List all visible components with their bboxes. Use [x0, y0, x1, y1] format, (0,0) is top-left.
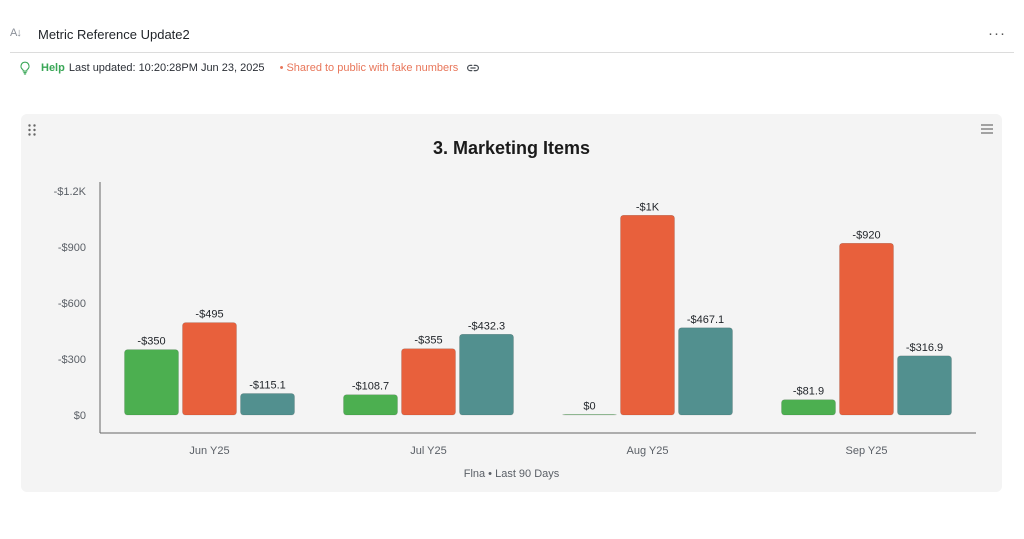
bar	[182, 322, 237, 416]
x-tick-label: Jul Y25	[410, 445, 447, 457]
x-tick-label: Jun Y25	[189, 445, 229, 457]
last-updated-text: Last updated: 10:20:28PM Jun 23, 2025	[68, 62, 265, 74]
bar	[240, 393, 295, 416]
data-label: -$920	[852, 229, 880, 241]
bar	[781, 399, 836, 416]
chart-menu-icon[interactable]	[980, 123, 994, 135]
data-label: -$355	[414, 335, 442, 347]
bar	[839, 242, 894, 416]
y-tick-label: -$300	[58, 354, 86, 366]
data-label: -$316.9	[906, 342, 943, 354]
data-label: -$350	[137, 336, 165, 348]
data-label: -$108.7	[352, 381, 389, 393]
data-label: -$81.9	[793, 386, 824, 398]
data-label: -$495	[195, 309, 223, 321]
x-tick-label: Sep Y25	[845, 445, 887, 457]
shared-notice: • Shared to public with fake numbers	[279, 62, 459, 74]
bar	[124, 349, 179, 416]
bar	[401, 348, 456, 416]
bar	[620, 214, 675, 416]
bar-chart: $0 -$300 -$600 -$900 -$1.2K Jun Y25 -$350 -$495…	[54, 182, 976, 457]
data-label: -$1K	[636, 201, 660, 213]
help-link[interactable]: Help	[41, 62, 65, 74]
bar	[562, 414, 617, 416]
bar	[678, 327, 733, 416]
y-tick-label: -$600	[58, 298, 86, 310]
chart-card: 3. Marketing Items $0 -$300 -$600 -$900 -$1.…	[21, 114, 1002, 492]
more-horizontal-icon[interactable]: ···	[988, 25, 1006, 42]
data-label: -$467.1	[687, 314, 724, 326]
data-label: $0	[583, 401, 595, 413]
status-bar: Help Last updated: 10:20:28PM Jun 23, 20…	[18, 60, 480, 76]
page-title: Metric Reference Update2	[38, 27, 190, 42]
x-tick-label: Aug Y25	[626, 445, 668, 457]
link-icon[interactable]	[466, 61, 480, 75]
y-tick-label: -$900	[58, 242, 86, 254]
chart-caption: Flna • Last 90 Days	[463, 468, 560, 480]
bar	[897, 355, 952, 416]
dashboard-header: A↓ Metric Reference Update2 ···	[10, 24, 1014, 53]
y-tick-label: $0	[74, 410, 86, 422]
bar	[343, 394, 398, 416]
chart-title: 3. Marketing Items	[432, 138, 591, 158]
data-label: -$115.1	[249, 380, 286, 392]
drag-handle-icon[interactable]	[27, 123, 37, 137]
lightbulb-icon	[20, 61, 30, 75]
bar	[459, 334, 514, 416]
y-tick-label: -$1.2K	[54, 186, 87, 198]
sort-az-icon[interactable]: A↓	[10, 27, 22, 39]
data-label: -$432.3	[468, 320, 505, 332]
